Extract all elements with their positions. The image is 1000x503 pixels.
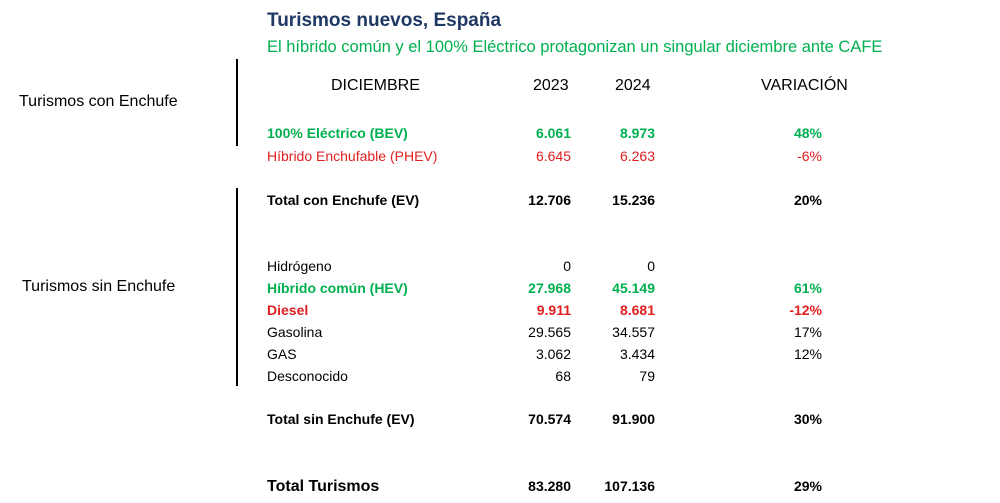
table-row: Híbrido común (HEV) 27.968 45.149 61% [267, 280, 867, 300]
group-divider-con [236, 59, 238, 146]
table-row: Diesel 9.911 8.681 -12% [267, 302, 867, 322]
page-title: Turismos nuevos, España [267, 10, 502, 31]
value-2023: 9.911 [536, 302, 571, 318]
value-2023: 0 [563, 258, 571, 274]
row-label: Hidrógeno [267, 258, 332, 274]
header-year-2023: 2023 [533, 77, 569, 94]
table-row-grand-total: Total Turismos 83.280 107.136 29% [267, 478, 867, 498]
value-variation: 12% [793, 346, 822, 362]
page-subtitle: El híbrido común y el 100% Eléctrico pro… [267, 38, 883, 56]
value-variation: 61% [793, 280, 822, 296]
header-month: DICIEMBRE [331, 77, 420, 94]
value-variation: -6% [797, 148, 822, 164]
value-2023: 3.062 [535, 346, 571, 362]
value-variation: 17% [793, 324, 822, 340]
table-row: Hidrógeno 0 0 [267, 258, 867, 278]
group-divider-sin [236, 188, 238, 386]
header-variation: VARIACIÓN [761, 77, 848, 94]
value-2024: 8.681 [619, 302, 655, 318]
value-2023: 83.280 [528, 478, 571, 494]
row-label: Híbrido común (HEV) [267, 280, 408, 296]
table-row: 100% Eléctrico (BEV) 6.061 8.973 48% [267, 125, 867, 145]
row-label: Total con Enchufe (EV) [267, 192, 420, 208]
value-2024: 107.136 [604, 478, 655, 494]
value-2024: 15.236 [612, 192, 655, 208]
table-row-total: Total sin Enchufe (EV) 70.574 91.900 30% [267, 411, 867, 431]
row-label: Híbrido Enchufable (PHEV) [267, 148, 438, 164]
value-2023: 27.968 [528, 280, 571, 296]
row-label: Total Turismos [267, 478, 380, 495]
row-label: Total sin Enchufe (EV) [267, 411, 415, 427]
row-label: Gasolina [267, 324, 323, 340]
value-2023: 6.645 [535, 148, 571, 164]
value-variation: -12% [789, 302, 822, 318]
value-2023: 29.565 [528, 324, 571, 340]
value-variation: 48% [793, 125, 822, 141]
value-2023: 12.706 [528, 192, 571, 208]
value-2024: 79 [639, 368, 655, 384]
value-variation: 20% [793, 192, 822, 208]
table-row-total: Total con Enchufe (EV) 12.706 15.236 20% [267, 192, 867, 212]
group-label-con-enchufe: Turismos con Enchufe [19, 93, 178, 110]
value-2024: 3.434 [619, 346, 655, 362]
value-2024: 0 [647, 258, 655, 274]
table-row: Gasolina 29.565 34.557 17% [267, 324, 867, 344]
value-2023: 68 [555, 368, 571, 384]
value-2024: 6.263 [619, 148, 655, 164]
table-row: GAS 3.062 3.434 12% [267, 346, 867, 366]
value-2023: 6.061 [535, 125, 571, 141]
value-variation: 29% [793, 478, 822, 494]
value-2024: 34.557 [612, 324, 655, 340]
row-label: Diesel [267, 302, 309, 318]
value-2024: 91.900 [612, 411, 655, 427]
group-label-sin-enchufe: Turismos sin Enchufe [22, 278, 176, 295]
table-row: Híbrido Enchufable (PHEV) 6.645 6.263 -6… [267, 148, 867, 168]
row-label: 100% Eléctrico (BEV) [267, 125, 408, 141]
value-2023: 70.574 [528, 411, 571, 427]
table-row: Desconocido 68 79 [267, 368, 867, 388]
value-variation: 30% [793, 411, 822, 427]
value-2024: 45.149 [612, 280, 655, 296]
value-2024: 8.973 [619, 125, 655, 141]
row-label: Desconocido [267, 368, 348, 384]
row-label: GAS [267, 346, 297, 362]
header-year-2024: 2024 [615, 77, 651, 94]
